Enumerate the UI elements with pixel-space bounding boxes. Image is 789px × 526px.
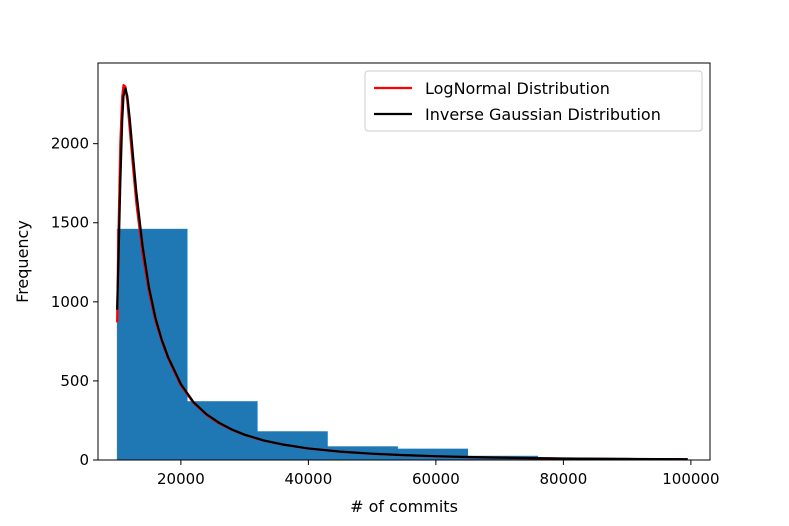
histogram-bar-0 <box>116 228 188 461</box>
legend-box <box>364 70 703 132</box>
histogram-bars <box>116 228 679 461</box>
y-tick-label: 1500 <box>51 214 89 232</box>
series-line-inverse-gaussian <box>116 87 688 461</box>
y-axis-label: Frequency <box>13 220 32 303</box>
legend-entry-lognormal: LogNormal Distribution <box>425 79 610 98</box>
distribution-curves <box>116 84 688 461</box>
plot-frame <box>97 62 711 461</box>
x-tick-label: 20000 <box>157 470 205 488</box>
histogram-bar-1 <box>187 401 258 461</box>
y-tick-label: 0 <box>79 451 89 469</box>
y-axis-ticks: 0 500 1000 1500 2000 <box>51 135 98 469</box>
y-tick-label: 1000 <box>51 293 89 311</box>
x-tick-label: 60000 <box>412 470 460 488</box>
x-tick-label: 40000 <box>285 470 333 488</box>
x-tick-label: 100000 <box>662 470 719 488</box>
x-axis-ticks: 20000 40000 60000 80000 100000 <box>157 460 720 488</box>
x-axis-label: # of commits <box>350 497 458 516</box>
y-tick-label: 2000 <box>51 135 89 153</box>
x-tick-label: 80000 <box>540 470 588 488</box>
y-tick-label: 500 <box>60 372 89 390</box>
legend: LogNormal Distribution Inverse Gaussian … <box>364 70 703 132</box>
legend-entry-inverse-gaussian: Inverse Gaussian Distribution <box>425 105 661 124</box>
